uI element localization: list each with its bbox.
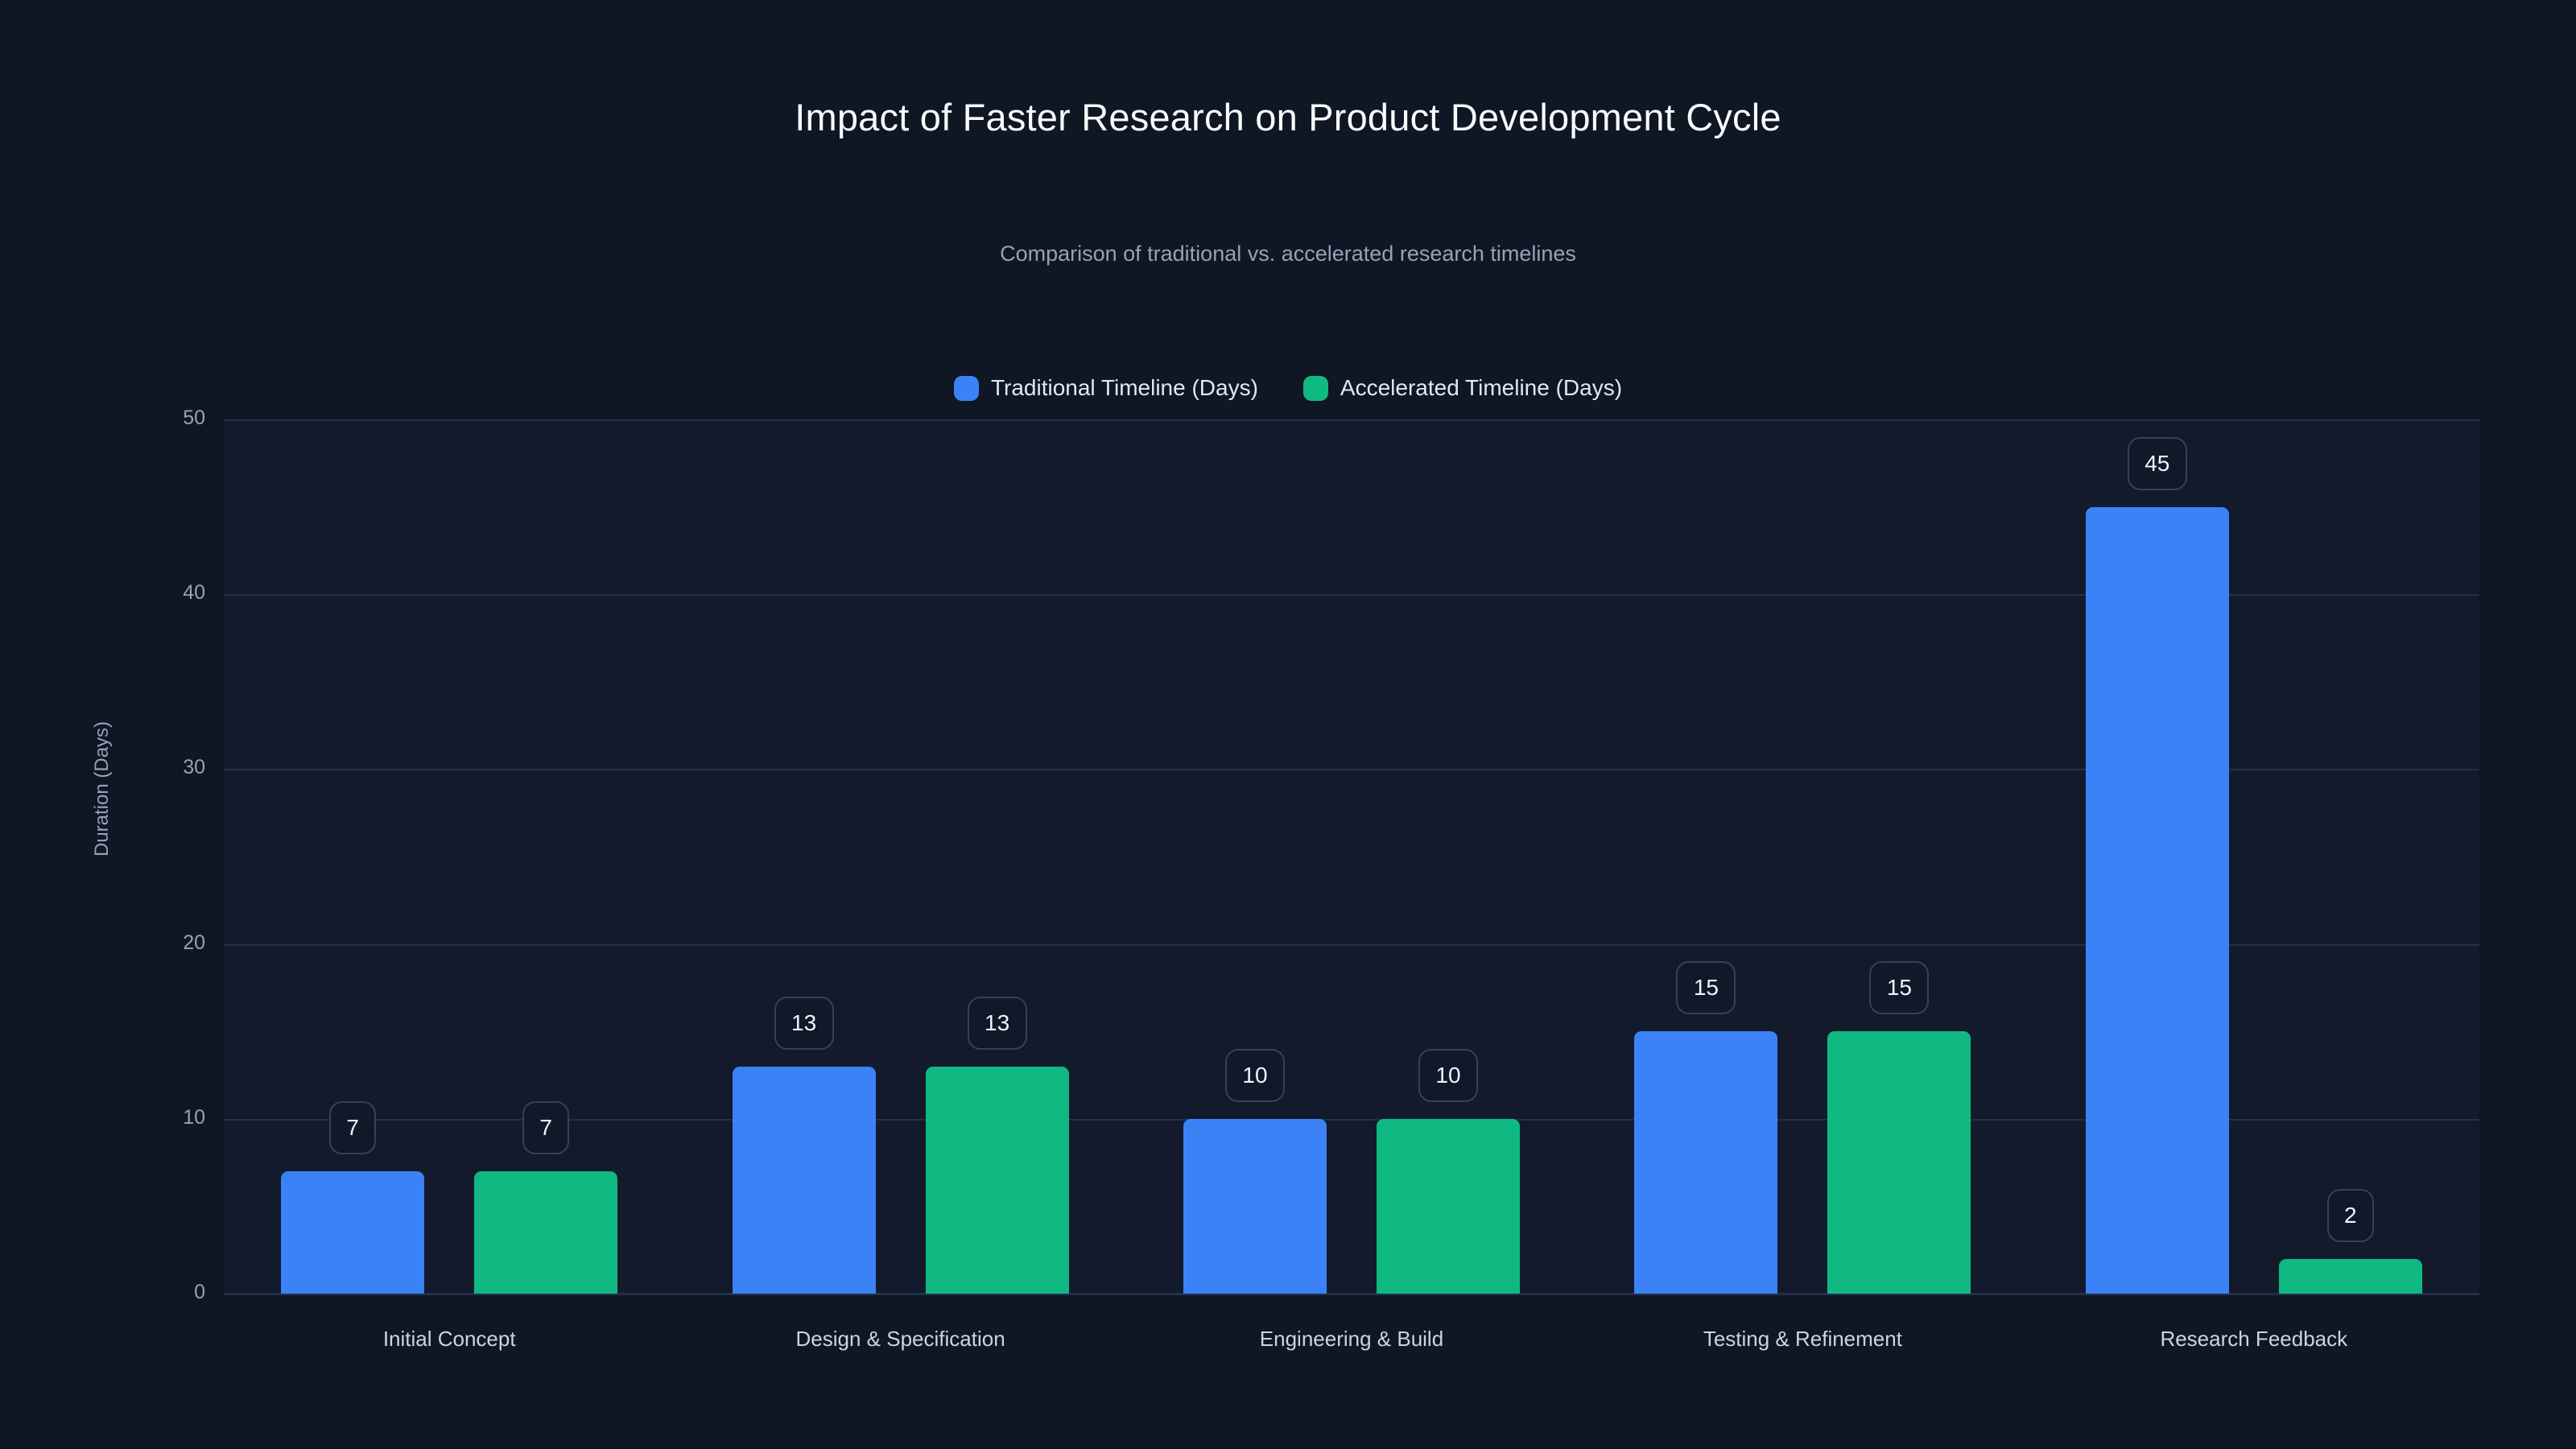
x-tick-label: Design & Specification <box>795 1327 1005 1351</box>
chart-legend: Traditional Timeline (Days) Accelerated T… <box>0 375 2576 401</box>
x-tick-label: Research Feedback <box>2160 1327 2348 1351</box>
page-title: Impact of Faster Research on Product Dev… <box>795 96 1781 138</box>
legend-swatch-icon <box>953 375 979 401</box>
bar[interactable] <box>2085 506 2229 1294</box>
bar[interactable] <box>925 1066 1069 1294</box>
legend-swatch-icon <box>1302 375 1328 401</box>
gridline <box>224 943 2479 946</box>
bar-value-label: 7 <box>329 1100 377 1154</box>
chart-subtitle: Comparison of traditional vs. accelerate… <box>1000 242 1576 266</box>
bar[interactable] <box>732 1066 876 1294</box>
bar-value-label: 10 <box>1418 1048 1478 1102</box>
bar-value-label: 2 <box>2326 1188 2374 1242</box>
x-axis-baseline <box>224 1293 2479 1295</box>
bar[interactable] <box>281 1170 425 1294</box>
bar[interactable] <box>1377 1118 1520 1294</box>
bar-value-label: 7 <box>522 1100 570 1154</box>
bar-value-label: 45 <box>2127 436 2187 490</box>
y-tick-label: 0 <box>194 1281 205 1303</box>
x-tick-label: Testing & Refinement <box>1703 1327 1902 1351</box>
legend-item[interactable]: Accelerated Timeline (Days) <box>1302 375 1623 401</box>
bar[interactable] <box>1183 1118 1327 1294</box>
bar-value-label: 15 <box>1869 961 1930 1015</box>
bar[interactable] <box>1827 1031 1971 1294</box>
x-tick-label: Engineering & Build <box>1259 1327 1444 1351</box>
gridline <box>224 769 2479 771</box>
gridline <box>224 594 2479 597</box>
bar[interactable] <box>474 1170 618 1294</box>
gridline <box>224 1118 2479 1121</box>
bar-value-label: 10 <box>1225 1048 1285 1102</box>
x-tick-label: Initial Concept <box>382 1327 516 1351</box>
bar-value-label: 15 <box>1676 961 1736 1015</box>
y-tick-label: 30 <box>183 756 205 779</box>
gridline <box>224 419 2479 421</box>
y-tick-label: 20 <box>183 931 205 954</box>
y-tick-label: 10 <box>183 1105 205 1129</box>
bar[interactable] <box>2278 1258 2422 1294</box>
legend-item[interactable]: Traditional Timeline (Days) <box>953 375 1258 401</box>
bar-value-label: 13 <box>967 996 1027 1050</box>
legend-item-label: Accelerated Timeline (Days) <box>1340 375 1623 400</box>
y-tick-label: 40 <box>183 581 205 605</box>
y-axis-title: Duration (Days) <box>91 720 113 857</box>
legend-item-label: Traditional Timeline (Days) <box>990 375 1258 400</box>
bar[interactable] <box>1634 1031 1778 1294</box>
bar-value-label: 13 <box>774 996 834 1050</box>
y-tick-label: 50 <box>183 407 205 429</box>
